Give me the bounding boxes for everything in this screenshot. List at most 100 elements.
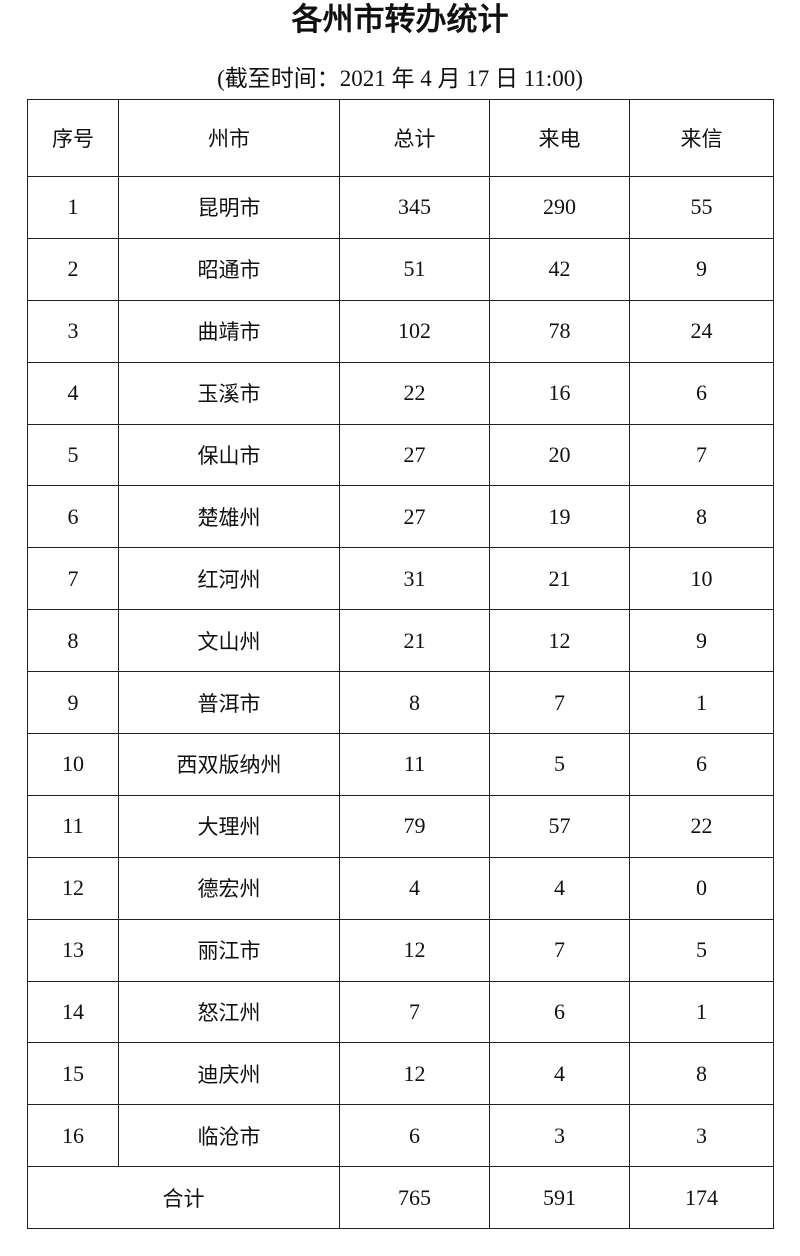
table-row: 15 迪庆州 12 4 8 [27,1042,774,1106]
cell-index: 1 [27,176,119,239]
header-row: 序号 州市 总计 来电 来信 [27,99,774,177]
cell-city: 红河州 [118,547,340,611]
cell-letter: 9 [629,237,774,301]
cell-index: 2 [27,237,119,301]
cell-city: 普洱市 [118,671,340,735]
cell-total: 6 [339,1104,490,1168]
table-row: 16 临沧市 6 3 3 [27,1104,774,1168]
cell-total: 7 [339,980,490,1044]
table-row: 5 保山市 27 20 7 [27,423,774,487]
cell-city: 临沧市 [118,1104,340,1168]
cell-phone: 3 [489,1104,630,1168]
cell-phone: 290 [489,176,630,239]
cell-letter: 1 [629,671,774,735]
table-row: 7 红河州 31 21 10 [27,547,774,611]
cell-index: 16 [27,1104,119,1168]
cell-city: 丽江市 [118,918,340,982]
cell-phone: 78 [489,299,630,363]
cell-total: 12 [339,1042,490,1106]
cell-phone: 19 [489,485,630,549]
table-row: 11 大理州 79 57 22 [27,794,774,858]
cell-total: 21 [339,609,490,673]
cell-letter: 3 [629,1104,774,1168]
table-row: 6 楚雄州 27 19 8 [27,485,774,549]
cell-letter: 5 [629,918,774,982]
cell-city: 迪庆州 [118,1042,340,1106]
cell-letter: 0 [629,856,774,920]
header-index: 序号 [27,99,119,177]
total-phone: 591 [489,1166,630,1230]
cell-letter: 9 [629,609,774,673]
table-row: 8 文山州 21 12 9 [27,609,774,673]
cell-index: 14 [27,980,119,1044]
cell-index: 4 [27,361,119,425]
table-row: 12 德宏州 4 4 0 [27,856,774,920]
cell-phone: 5 [489,733,630,796]
statistics-table: 序号 州市 总计 来电 来信 1 昆明市 345 290 55 2 昭通市 51 42 9 3 曲靖市… [27,99,774,1230]
cell-phone: 4 [489,856,630,920]
cell-phone: 42 [489,237,630,301]
cell-letter: 7 [629,423,774,487]
cell-phone: 4 [489,1042,630,1106]
cutoff-time: (截至时间：2021 年 4 月 17 日 11:00) [217,66,583,91]
cell-letter: 8 [629,485,774,549]
page-title: 各州市转办统计 [291,2,509,38]
cell-index: 8 [27,609,119,673]
cell-letter: 6 [629,733,774,796]
cell-city: 昆明市 [118,176,340,239]
cell-phone: 7 [489,671,630,735]
cell-total: 345 [339,176,490,239]
cell-total: 27 [339,423,490,487]
cell-letter: 6 [629,361,774,425]
header-letter: 来信 [629,99,774,177]
cell-total: 31 [339,547,490,611]
cell-city: 怒江州 [118,980,340,1044]
cell-phone: 7 [489,918,630,982]
total-row: 合计 765 591 174 [27,1166,774,1230]
cell-total: 22 [339,361,490,425]
table-row: 9 普洱市 8 7 1 [27,671,774,735]
cell-city: 文山州 [118,609,340,673]
cell-city: 楚雄州 [118,485,340,549]
cell-city: 昭通市 [118,237,340,301]
cell-city: 曲靖市 [118,299,340,363]
table-row: 14 怒江州 7 6 1 [27,980,774,1044]
cell-total: 79 [339,794,490,858]
cell-phone: 20 [489,423,630,487]
cell-letter: 55 [629,176,774,239]
cell-index: 6 [27,485,119,549]
cell-phone: 21 [489,547,630,611]
cell-total: 8 [339,671,490,735]
table-row: 2 昭通市 51 42 9 [27,237,774,301]
cell-index: 9 [27,671,119,735]
cell-city: 德宏州 [118,856,340,920]
total-sum: 765 [339,1166,490,1230]
cell-total: 12 [339,918,490,982]
cell-index: 10 [27,733,119,796]
cell-index: 13 [27,918,119,982]
header-phone: 来电 [489,99,630,177]
cell-index: 15 [27,1042,119,1106]
cell-phone: 12 [489,609,630,673]
cell-phone: 6 [489,980,630,1044]
cell-index: 12 [27,856,119,920]
table-row: 10 西双版纳州 11 5 6 [27,733,774,796]
cell-index: 5 [27,423,119,487]
cell-letter: 24 [629,299,774,363]
cell-total: 102 [339,299,490,363]
cell-letter: 22 [629,794,774,858]
cell-letter: 8 [629,1042,774,1106]
table-row: 4 玉溪市 22 16 6 [27,361,774,425]
table-row: 1 昆明市 345 290 55 [27,176,774,239]
total-label: 合计 [27,1166,340,1230]
cell-phone: 57 [489,794,630,858]
header-city: 州市 [118,99,340,177]
table-row: 3 曲靖市 102 78 24 [27,299,774,363]
header-total: 总计 [339,99,490,177]
cell-total: 27 [339,485,490,549]
cell-city: 西双版纳州 [118,733,340,796]
cell-letter: 10 [629,547,774,611]
cell-city: 大理州 [118,794,340,858]
cell-phone: 16 [489,361,630,425]
cell-total: 11 [339,733,490,796]
